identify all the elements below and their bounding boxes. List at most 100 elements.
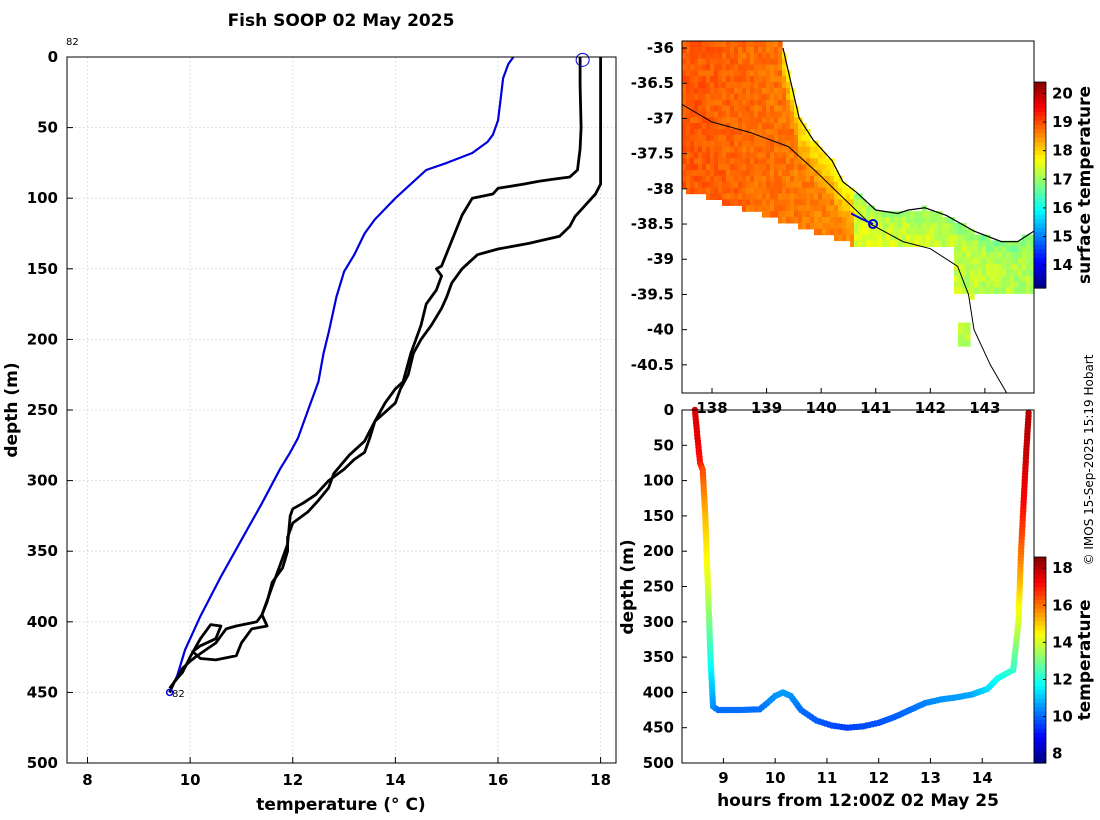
sst-cell <box>958 328 963 335</box>
sst-cell <box>854 240 859 247</box>
sst-cell <box>770 76 775 83</box>
sst-cell <box>730 170 735 177</box>
sst-cell <box>730 187 735 195</box>
colorbar-tick-label: 8 <box>1052 745 1062 763</box>
sst-cell <box>726 64 731 71</box>
profile-y-tick-label: 100 <box>27 189 58 207</box>
sst-cell <box>694 146 699 154</box>
sst-cell <box>826 164 831 171</box>
sst-cell <box>722 170 727 177</box>
sst-cell <box>690 99 695 107</box>
sst-cell <box>766 93 771 101</box>
sst-cell <box>1010 275 1015 283</box>
sst-cell <box>1018 269 1023 277</box>
sst-cell <box>946 240 951 247</box>
sst-cell <box>686 140 691 148</box>
sst-cell <box>986 275 991 283</box>
sst-cell <box>786 158 791 165</box>
sst-cell <box>990 287 995 294</box>
sst-cell <box>774 123 779 130</box>
colorbar-swatch <box>1034 733 1046 738</box>
sst-cell <box>958 263 963 271</box>
sst-cell <box>754 105 759 112</box>
sst-cell <box>726 46 731 54</box>
sst-cell <box>718 64 723 71</box>
sst-cell <box>762 158 767 165</box>
sst-cell <box>834 217 839 224</box>
sst-cell <box>690 158 695 165</box>
sst-cell <box>946 228 951 236</box>
sst-cell <box>990 240 995 247</box>
sst-cell <box>698 52 703 60</box>
sst-cell <box>926 234 931 242</box>
sst-cell <box>1014 258 1019 265</box>
sst-cell <box>726 193 731 200</box>
sst-cell <box>714 123 719 130</box>
sst-cell <box>694 123 699 130</box>
colorbar-swatch <box>1034 82 1046 87</box>
sst-cell <box>694 58 699 66</box>
sst-cell <box>758 87 763 95</box>
sst-cell <box>766 58 771 66</box>
sst-cell <box>894 240 899 247</box>
sst-cell <box>766 117 771 124</box>
sst-cell <box>682 152 687 159</box>
sst-cell <box>766 140 771 148</box>
sst-cell <box>986 246 991 253</box>
colorbar-swatch <box>1034 240 1046 246</box>
sst-cell <box>710 140 715 148</box>
sst-cell <box>682 64 687 71</box>
sst-cell <box>738 46 743 54</box>
sst-cell <box>790 93 795 101</box>
sst-cell <box>686 41 691 48</box>
sst-cell <box>834 181 839 189</box>
sst-cell <box>994 281 999 288</box>
sst-cell <box>890 240 895 247</box>
profile-x-tick-label: 8 <box>82 771 92 789</box>
sst-cell <box>782 76 787 83</box>
sst-cell <box>826 205 831 212</box>
sst-cell <box>990 281 995 288</box>
sst-cell <box>782 181 787 189</box>
sst-cell <box>722 199 727 206</box>
sst-cell <box>794 175 799 183</box>
sst-cell <box>1010 246 1015 253</box>
sst-cell <box>838 193 843 200</box>
sst-cell <box>830 187 835 195</box>
sst-cell <box>810 222 815 230</box>
sst-cell <box>930 234 935 242</box>
colorbar-swatch <box>1034 690 1046 695</box>
sst-cell <box>722 123 727 130</box>
sst-cell <box>770 152 775 159</box>
sst-cell <box>950 217 955 224</box>
sst-cell <box>814 193 819 200</box>
sst-cell <box>702 187 707 195</box>
sst-cell <box>898 217 903 224</box>
colorbar-swatch <box>1034 608 1046 614</box>
sst-cell <box>906 222 911 230</box>
sst-cell <box>822 164 827 171</box>
sst-cell <box>694 64 699 71</box>
colorbar-tick-label: 10 <box>1052 708 1073 726</box>
sst-cell <box>742 205 747 212</box>
sst-cell <box>742 117 747 124</box>
sst-cell <box>690 70 695 77</box>
colorbar-swatch <box>1034 758 1046 764</box>
sst-cell <box>694 134 699 142</box>
map-x-tick-label: 139 <box>751 399 782 417</box>
sst-cell <box>766 199 771 206</box>
sst-cell <box>814 152 819 159</box>
sst-cell <box>810 181 815 189</box>
sst-cell <box>750 199 755 206</box>
sst-cell <box>842 181 847 189</box>
sst-cell <box>682 46 687 54</box>
sst-cell <box>786 140 791 148</box>
sst-cell <box>778 58 783 66</box>
sst-cell <box>758 70 763 77</box>
sst-cell <box>714 87 719 95</box>
sst-cell <box>818 205 823 212</box>
sst-cell <box>762 170 767 177</box>
sst-cell <box>722 64 727 71</box>
sst-cell <box>706 140 711 148</box>
sst-cell <box>790 187 795 195</box>
